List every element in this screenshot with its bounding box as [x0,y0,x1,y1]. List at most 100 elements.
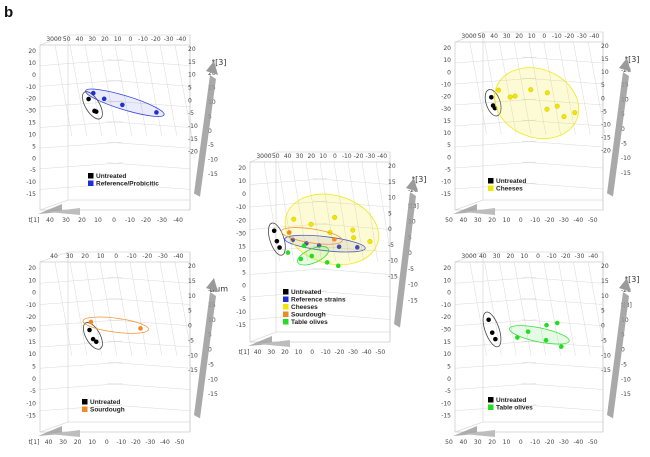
right-tick-label: 10 [188,72,196,79]
bottom-tick-label: -30 [157,217,167,224]
left-tick-label: -10 [26,400,36,407]
top-tick-label: 0 [333,153,337,160]
grid-line [39,319,123,326]
top-tick-label: 10 [114,36,122,43]
grid-line [312,223,391,230]
right-tick-label: -5 [188,337,194,344]
bottom-tick-label: -10 [530,217,540,224]
right-tick-label: 20 [388,163,396,170]
left-tick-label: 10 [443,57,451,64]
bottom-tick-label: 40 [254,349,262,356]
data-point [350,227,356,233]
left-tick-label: 0 [32,72,36,79]
grid-line [39,100,123,108]
right-tick-label: 20 [601,263,609,270]
axis-arrow-right [194,75,216,197]
bottom-tick-label: -10 [321,349,331,356]
data-point [507,94,513,100]
grid-line [39,121,123,128]
bottom-tick-label: 40 [460,439,468,446]
side-label: Num [209,285,228,294]
right-tick-label: -20 [601,148,611,155]
right2-tick-label: -15 [621,391,631,398]
bottom-tick-label: 0 [519,439,523,446]
bottom-tick-label: -40 [173,217,183,224]
right2-tick-label: -20 [208,287,218,294]
bottom-tick-label: -30 [145,439,155,446]
top-tick-label: -10 [342,153,352,160]
pca-panel-bottom-right: 3000 40 30 20 10 0 -10 -20 -30 -4020100-10-20-301… [441,251,639,446]
bottom-tick-label: 50 [445,217,453,224]
data-point [544,90,550,96]
grid-line [39,80,123,87]
right-tick-label: 15 [188,278,196,285]
box-edge [249,151,277,163]
right-tick-label: 20 [188,263,196,270]
data-point [308,221,314,227]
left-tick-label: -5 [445,388,451,395]
grid-line [573,41,591,135]
left-tick-label: 20 [238,165,246,172]
right-tick-label: -15 [388,273,398,280]
right2-tick-label: 20 [208,70,216,77]
grid-line [129,261,147,356]
right-tick-label: 15 [601,56,609,63]
data-point [287,230,292,235]
confidence-ellipse [482,311,502,348]
grid-line [469,261,487,356]
box-edge [454,251,484,263]
left-tick-label: 20 [28,265,36,272]
confidence-ellipse [85,88,165,117]
right-tick-label: 10 [188,293,196,300]
data-point [554,320,560,326]
grid-line [107,362,191,369]
data-point [291,216,297,222]
box-edge [39,251,69,263]
bottom-tick-label: 10 [88,439,96,446]
data-point [93,109,99,114]
left-tick-label: 5 [32,143,36,150]
right-tick-label: 0 [188,323,192,330]
right2-tick-label: -20 [621,67,631,74]
bottom-tick-label: -40 [573,439,583,446]
left-tick-label: -5 [30,388,36,395]
legend-swatch [82,399,88,405]
left-tick-label: 20 [443,45,451,52]
left-tick-label: -10 [26,302,36,309]
data-point [544,322,549,328]
top-tick-label: 40 [50,253,58,260]
top-tick-label: 3000 [461,253,476,260]
left-tick-label: -10 [441,302,451,309]
back-frame [67,251,191,423]
right-tick-label: -20 [188,149,198,156]
top-tick-label: 10 [97,253,105,260]
data-point [554,103,560,109]
legend-swatch [88,173,94,179]
top-tick-label: 0 [542,33,546,40]
grid-line [39,383,123,390]
data-point [489,94,494,100]
right2-tick-label: -20 [621,287,631,294]
legend-label: Cheeses [291,304,318,311]
grid-line [107,59,191,66]
box-edge [39,34,69,46]
left-tick-label: 0 [32,155,36,162]
bottom-tick-label: 40 [46,217,54,224]
top-tick-label: -30 [365,153,375,160]
top-tick-label: 20 [515,33,523,40]
top-tick-label: 3000 [461,33,476,40]
top-tick-label: -10 [547,253,557,260]
legend-swatch [283,319,289,325]
confidence-ellipse [82,316,149,334]
axis-arrow-right [194,292,216,419]
grid-line [39,277,123,284]
left-tick-label: 0 [242,191,246,198]
data-point [90,336,96,342]
top-tick-label: -40 [377,153,387,160]
left-tick-label: -5 [240,296,246,303]
grid-line [521,56,604,64]
top-tick-label: 30 [66,253,74,260]
left-tick-label: 5 [447,142,451,149]
data-point [495,87,501,93]
bottom-tick-label: 30 [474,217,482,224]
